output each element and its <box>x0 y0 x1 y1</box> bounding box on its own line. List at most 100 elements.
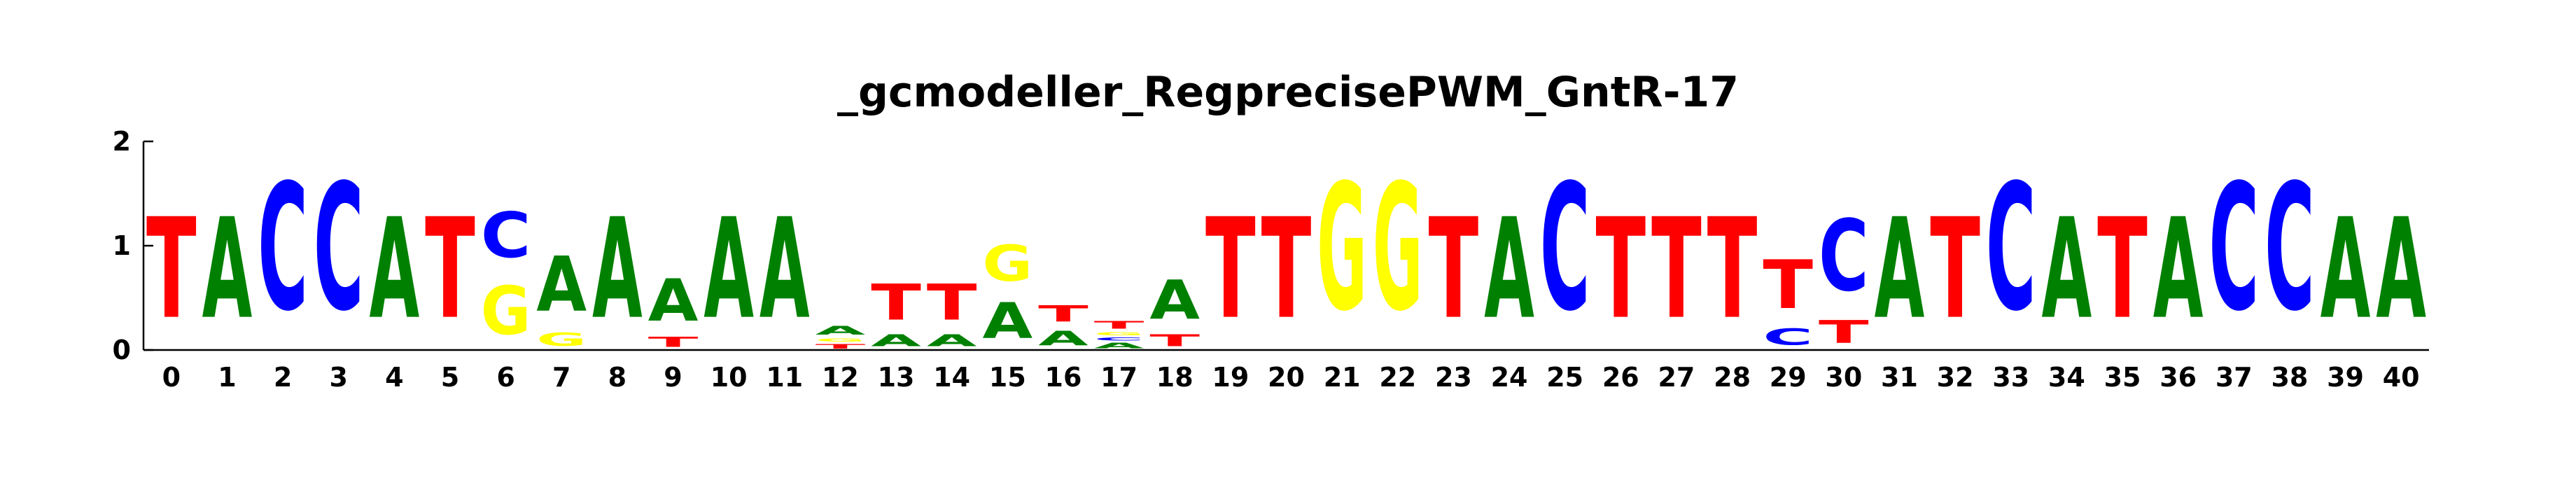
logo-letter-a: A <box>1094 342 1144 350</box>
x-tick-label: 12 <box>822 362 859 393</box>
x-tick-label: 2 <box>274 362 292 393</box>
x-tick-label: 40 <box>2383 362 2420 393</box>
x-tick-label: 28 <box>1714 362 1751 393</box>
x-tick-label: 1 <box>218 362 236 393</box>
logo-letter-g: G <box>982 236 1032 293</box>
logo-letter-g: G <box>1094 331 1144 336</box>
x-tick-label: 30 <box>1825 362 1862 393</box>
logo-letter-a: A <box>927 331 977 350</box>
logo-letter-g: G <box>816 337 866 342</box>
y-tick-label: 1 <box>113 230 131 261</box>
logo-letter-t: T <box>1651 189 1702 350</box>
logo-letter-a: A <box>370 190 420 350</box>
logo-letter-t: T <box>927 274 977 332</box>
logo-letter-c: C <box>1819 200 1869 313</box>
logo-letter-c: C <box>481 200 531 272</box>
logo-letter-c: C <box>1094 337 1144 342</box>
logo-letter-c: C <box>1763 324 1813 350</box>
x-tick-label: 8 <box>608 362 626 393</box>
x-tick-label: 39 <box>2327 362 2364 393</box>
x-tick-label: 14 <box>933 362 970 393</box>
logo-letter-c: C <box>1986 148 2036 349</box>
logo-letter-t: T <box>1819 314 1869 350</box>
logo-letter-t: T <box>816 343 866 350</box>
x-tick-label: 22 <box>1379 362 1416 393</box>
logo-letter-a: A <box>536 241 587 329</box>
x-tick-label: 18 <box>1156 362 1194 393</box>
logo-letter-a: A <box>2320 190 2371 350</box>
x-tick-label: 38 <box>2271 362 2308 393</box>
logo-letter-a: A <box>816 324 866 337</box>
x-tick-label: 3 <box>329 362 347 393</box>
logo-letter-t: T <box>648 335 699 350</box>
x-tick-labels: 0 1 2 3 4 5 6 7 8 9 10 11 12 13 14 15 16 17 18 19 20 21 22 23 24… <box>162 362 2420 393</box>
logo-letter-c: C <box>314 148 364 349</box>
x-tick-label: 17 <box>1100 362 1138 393</box>
logo-letter-a: A <box>2153 190 2204 350</box>
x-tick-label: 32 <box>1937 362 1974 393</box>
chart-title: _gcmodeller_RegprecisePWM_GntR-17 <box>837 68 1739 117</box>
x-tick-label: 35 <box>2104 362 2141 393</box>
x-tick-label: 11 <box>766 362 803 393</box>
x-tick-label: 0 <box>162 362 181 393</box>
logo-letter-a: A <box>2376 190 2426 350</box>
logo-letter-g: G <box>536 330 587 351</box>
x-tick-label: 4 <box>385 362 403 393</box>
logo-letter-c: C <box>1540 148 1590 349</box>
logo-letter-a: A <box>202 190 253 350</box>
x-tick-label: 6 <box>496 362 514 393</box>
x-tick-label: 5 <box>441 362 459 393</box>
logo-letter-a: A <box>871 331 921 350</box>
logo-letter-a: A <box>1875 190 1925 350</box>
logo-letter-t: T <box>2097 189 2148 350</box>
x-tick-label: 16 <box>1045 362 1082 393</box>
x-tick-label: 21 <box>1324 362 1361 393</box>
y-tick-label: 0 <box>113 335 131 365</box>
logo-letter-t: T <box>1595 189 1646 350</box>
logo-letter-g: G <box>481 272 531 350</box>
x-tick-label: 20 <box>1268 362 1305 393</box>
x-tick-label: 27 <box>1658 362 1695 393</box>
x-tick-label: 33 <box>1992 362 2029 393</box>
logo-letter-a: A <box>592 190 643 350</box>
x-tick-label: 19 <box>1212 362 1249 393</box>
logo-letter-a: A <box>1038 328 1088 350</box>
logo-letter-t: T <box>1707 189 1758 350</box>
x-tick-label: 13 <box>878 362 915 393</box>
x-tick-label: 36 <box>2160 362 2197 393</box>
x-tick-label: 15 <box>989 362 1026 393</box>
logo-letter-a: A <box>760 190 810 350</box>
x-tick-label: 31 <box>1881 362 1918 393</box>
logo-letter-t: T <box>1094 318 1144 331</box>
x-tick-label: 7 <box>552 362 570 393</box>
logo-letter-t: T <box>425 189 475 350</box>
logo-letter-t: T <box>1205 189 1256 350</box>
x-tick-label: 23 <box>1435 362 1472 393</box>
x-tick-label: 37 <box>2216 362 2253 393</box>
logo-letter-a: A <box>648 266 699 334</box>
logo-letter-t: T <box>1038 301 1088 327</box>
logo-letter-t: T <box>871 274 921 332</box>
x-tick-label: 29 <box>1770 362 1807 393</box>
logo-letter-c: C <box>2264 148 2315 349</box>
logo-letter-g: G <box>1373 147 1423 350</box>
x-tick-label: 26 <box>1602 362 1639 393</box>
logo-letter-c: C <box>258 148 308 349</box>
logo-letter-t: T <box>1763 246 1813 323</box>
logo-letter-a: A <box>2042 190 2092 350</box>
logo-letter-a: A <box>982 293 1032 350</box>
x-tick-label: 10 <box>710 362 748 393</box>
logo-letter-t: T <box>1930 189 1980 350</box>
logo-letter-t: T <box>1261 189 1312 350</box>
logo-letter-a: A <box>704 190 754 350</box>
chart-axes: 0 1 2 <box>113 126 2429 365</box>
x-tick-label: 24 <box>1491 362 1528 393</box>
logo-letter-t: T <box>146 189 197 350</box>
logo-letter-a: A <box>1149 270 1200 332</box>
logo-letter-t: T <box>1429 189 1479 350</box>
x-tick-label: 34 <box>2048 362 2085 393</box>
logo-letter-a: A <box>1484 190 1534 350</box>
x-tick-label: 25 <box>1546 362 1583 393</box>
